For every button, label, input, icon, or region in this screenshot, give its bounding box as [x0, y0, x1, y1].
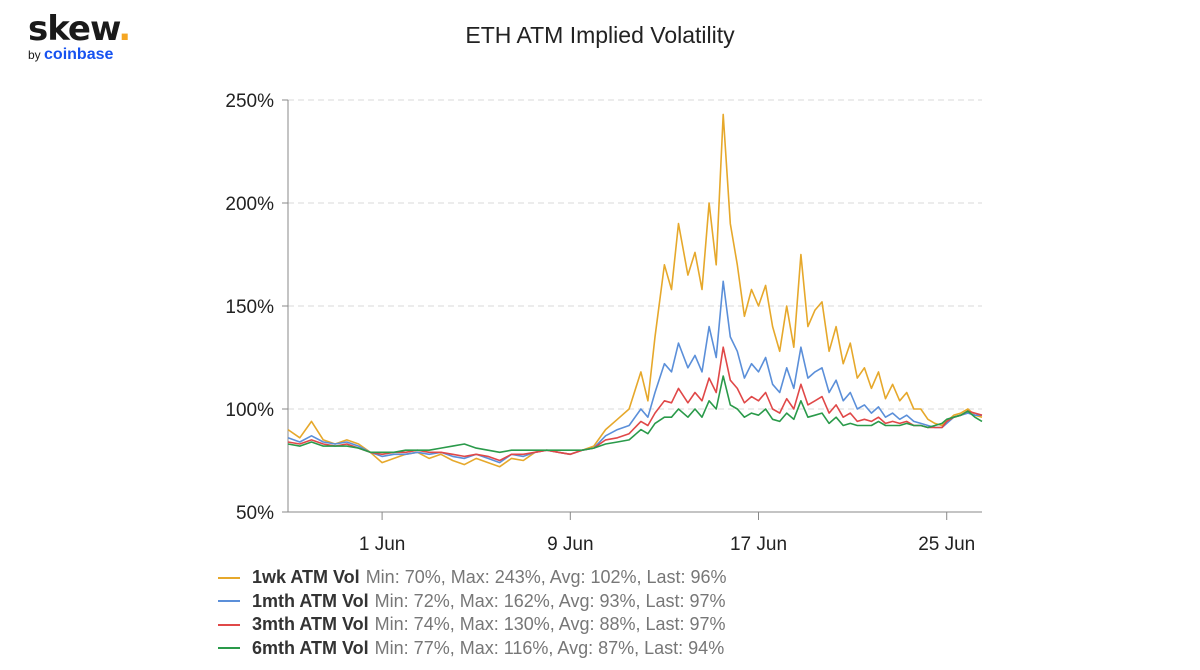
series-line-3	[287, 346, 983, 462]
logo-brand: skew	[28, 9, 119, 49]
y-tick-label: 100%	[225, 400, 274, 421]
y-tick-label: 50%	[236, 503, 274, 524]
legend-swatch	[218, 623, 240, 626]
x-tick-label: 1 Jun	[359, 534, 405, 555]
logo-company: coinbase	[44, 46, 114, 63]
legend-swatch	[218, 647, 240, 650]
series-lines	[287, 113, 983, 468]
axes	[287, 100, 982, 520]
series-line-1	[287, 113, 983, 468]
x-tick-labels: 1 Jun 9 Jun 17 Jun 25 Jun	[359, 534, 975, 555]
legend-series-name: 1mth ATM Vol	[252, 590, 369, 611]
legend-item-2[interactable]: 1mth ATM Vol Min: 72%, Max: 162%, Avg: 93…	[218, 590, 727, 614]
y-tick-label: 250%	[225, 91, 274, 112]
legend-swatch	[218, 576, 240, 579]
legend-series-stats: Min: 72%, Max: 162%, Avg: 93%, Last: 97%	[374, 590, 726, 611]
x-tick-label: 17 Jun	[730, 534, 787, 555]
y-tick-labels: 50% 100% 150% 200% 250%	[225, 91, 274, 524]
series-line-4	[287, 375, 983, 454]
legend-series-name: 1wk ATM Vol	[252, 567, 360, 588]
legend-item-3[interactable]: 3mth ATM Vol Min: 74%, Max: 130%, Avg: 88…	[218, 613, 727, 637]
legend: 1wk ATM Vol Min: 70%, Max: 243%, Avg: 102…	[218, 566, 727, 660]
legend-series-name: 3mth ATM Vol	[252, 614, 369, 635]
y-tick-label: 200%	[225, 194, 274, 215]
x-tick-label: 25 Jun	[918, 534, 975, 555]
logo-by: by	[28, 48, 41, 62]
legend-series-stats: Min: 70%, Max: 243%, Avg: 102%, Last: 96…	[365, 567, 727, 588]
skew-logo: skew. by coinbase	[28, 9, 131, 63]
y-tick-label: 150%	[225, 297, 274, 318]
volatility-chart: 50% 100% 150% 200% 250% 1 Jun 9 Jun 17 Jun 25 J…	[225, 91, 983, 555]
legend-series-stats: Min: 74%, Max: 130%, Avg: 88%, Last: 97%	[374, 614, 726, 635]
legend-series-name: 6mth ATM Vol	[252, 637, 369, 658]
grid-lines	[282, 99, 982, 513]
legend-item-4[interactable]: 6mth ATM Vol Min: 77%, Max: 116%, Avg: 87…	[218, 637, 727, 661]
x-tick-label: 9 Jun	[547, 534, 593, 555]
chart-title: ETH ATM Implied Volatility	[465, 22, 735, 48]
logo-dot: .	[118, 9, 131, 49]
legend-swatch	[218, 600, 240, 603]
legend-item-1[interactable]: 1wk ATM Vol Min: 70%, Max: 243%, Avg: 102…	[218, 566, 727, 590]
legend-series-stats: Min: 77%, Max: 116%, Avg: 87%, Last: 94%	[374, 637, 725, 658]
